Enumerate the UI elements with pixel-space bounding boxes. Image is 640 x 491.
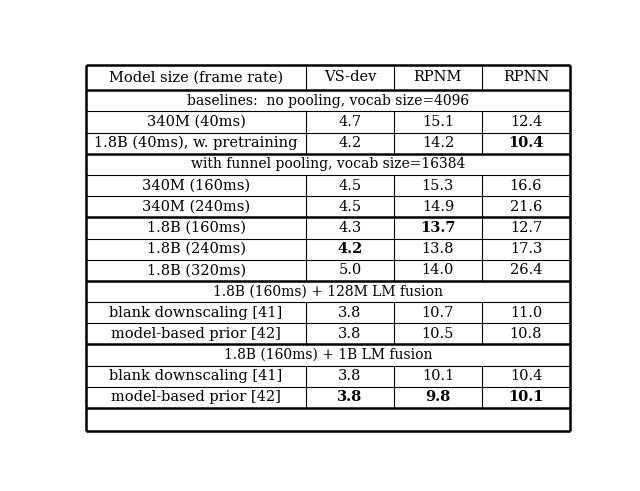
Text: 4.3: 4.3 [339, 221, 362, 235]
Text: 9.8: 9.8 [425, 390, 451, 404]
Text: 14.2: 14.2 [422, 136, 454, 150]
Text: 15.3: 15.3 [422, 179, 454, 192]
Text: 4.2: 4.2 [337, 242, 363, 256]
Text: 3.8: 3.8 [339, 369, 362, 383]
Text: 14.9: 14.9 [422, 200, 454, 214]
Text: blank downscaling [41]: blank downscaling [41] [109, 305, 283, 320]
Text: 340M (40ms): 340M (40ms) [147, 115, 246, 129]
Text: 16.6: 16.6 [509, 179, 542, 192]
Text: 1.8B (40ms), w. pretraining: 1.8B (40ms), w. pretraining [94, 136, 298, 150]
Text: blank downscaling [41]: blank downscaling [41] [109, 369, 283, 383]
Text: 13.7: 13.7 [420, 221, 456, 235]
Text: 1.8B (320ms): 1.8B (320ms) [147, 263, 246, 277]
Text: 3.8: 3.8 [337, 390, 363, 404]
Text: 340M (240ms): 340M (240ms) [142, 200, 250, 214]
Text: 1.8B (160ms): 1.8B (160ms) [147, 221, 246, 235]
Text: 1.8B (160ms) + 128M LM fusion: 1.8B (160ms) + 128M LM fusion [213, 284, 443, 299]
Text: Model size (frame rate): Model size (frame rate) [109, 70, 283, 84]
Text: 10.8: 10.8 [509, 327, 542, 341]
Text: 10.4: 10.4 [510, 369, 542, 383]
Text: 15.1: 15.1 [422, 115, 454, 129]
Text: 3.8: 3.8 [339, 327, 362, 341]
Text: 340M (160ms): 340M (160ms) [142, 179, 250, 192]
Text: 4.2: 4.2 [339, 136, 362, 150]
Text: 10.7: 10.7 [422, 305, 454, 320]
Text: 10.1: 10.1 [422, 369, 454, 383]
Text: RPNN: RPNN [503, 70, 549, 84]
Text: 14.0: 14.0 [422, 263, 454, 277]
Text: 1.8B (160ms) + 1B LM fusion: 1.8B (160ms) + 1B LM fusion [224, 348, 432, 362]
Text: 4.5: 4.5 [339, 200, 362, 214]
Text: 4.7: 4.7 [339, 115, 362, 129]
Text: with funnel pooling, vocab size=16384: with funnel pooling, vocab size=16384 [191, 158, 465, 171]
Text: RPNM: RPNM [413, 70, 462, 84]
Text: 10.5: 10.5 [422, 327, 454, 341]
Text: 10.4: 10.4 [508, 136, 544, 150]
Text: 3.8: 3.8 [339, 305, 362, 320]
Text: model-based prior [42]: model-based prior [42] [111, 327, 281, 341]
Text: 4.5: 4.5 [339, 179, 362, 192]
Text: model-based prior [42]: model-based prior [42] [111, 390, 281, 404]
Text: 17.3: 17.3 [510, 242, 542, 256]
Text: 12.7: 12.7 [510, 221, 542, 235]
Text: 12.4: 12.4 [510, 115, 542, 129]
Text: 21.6: 21.6 [510, 200, 542, 214]
Text: 10.1: 10.1 [508, 390, 544, 404]
Text: 5.0: 5.0 [339, 263, 362, 277]
Text: VS-dev: VS-dev [324, 70, 376, 84]
Text: 26.4: 26.4 [509, 263, 542, 277]
Text: 13.8: 13.8 [422, 242, 454, 256]
Text: baselines:  no pooling, vocab size=4096: baselines: no pooling, vocab size=4096 [187, 94, 469, 108]
Text: 11.0: 11.0 [510, 305, 542, 320]
Text: 1.8B (240ms): 1.8B (240ms) [147, 242, 246, 256]
